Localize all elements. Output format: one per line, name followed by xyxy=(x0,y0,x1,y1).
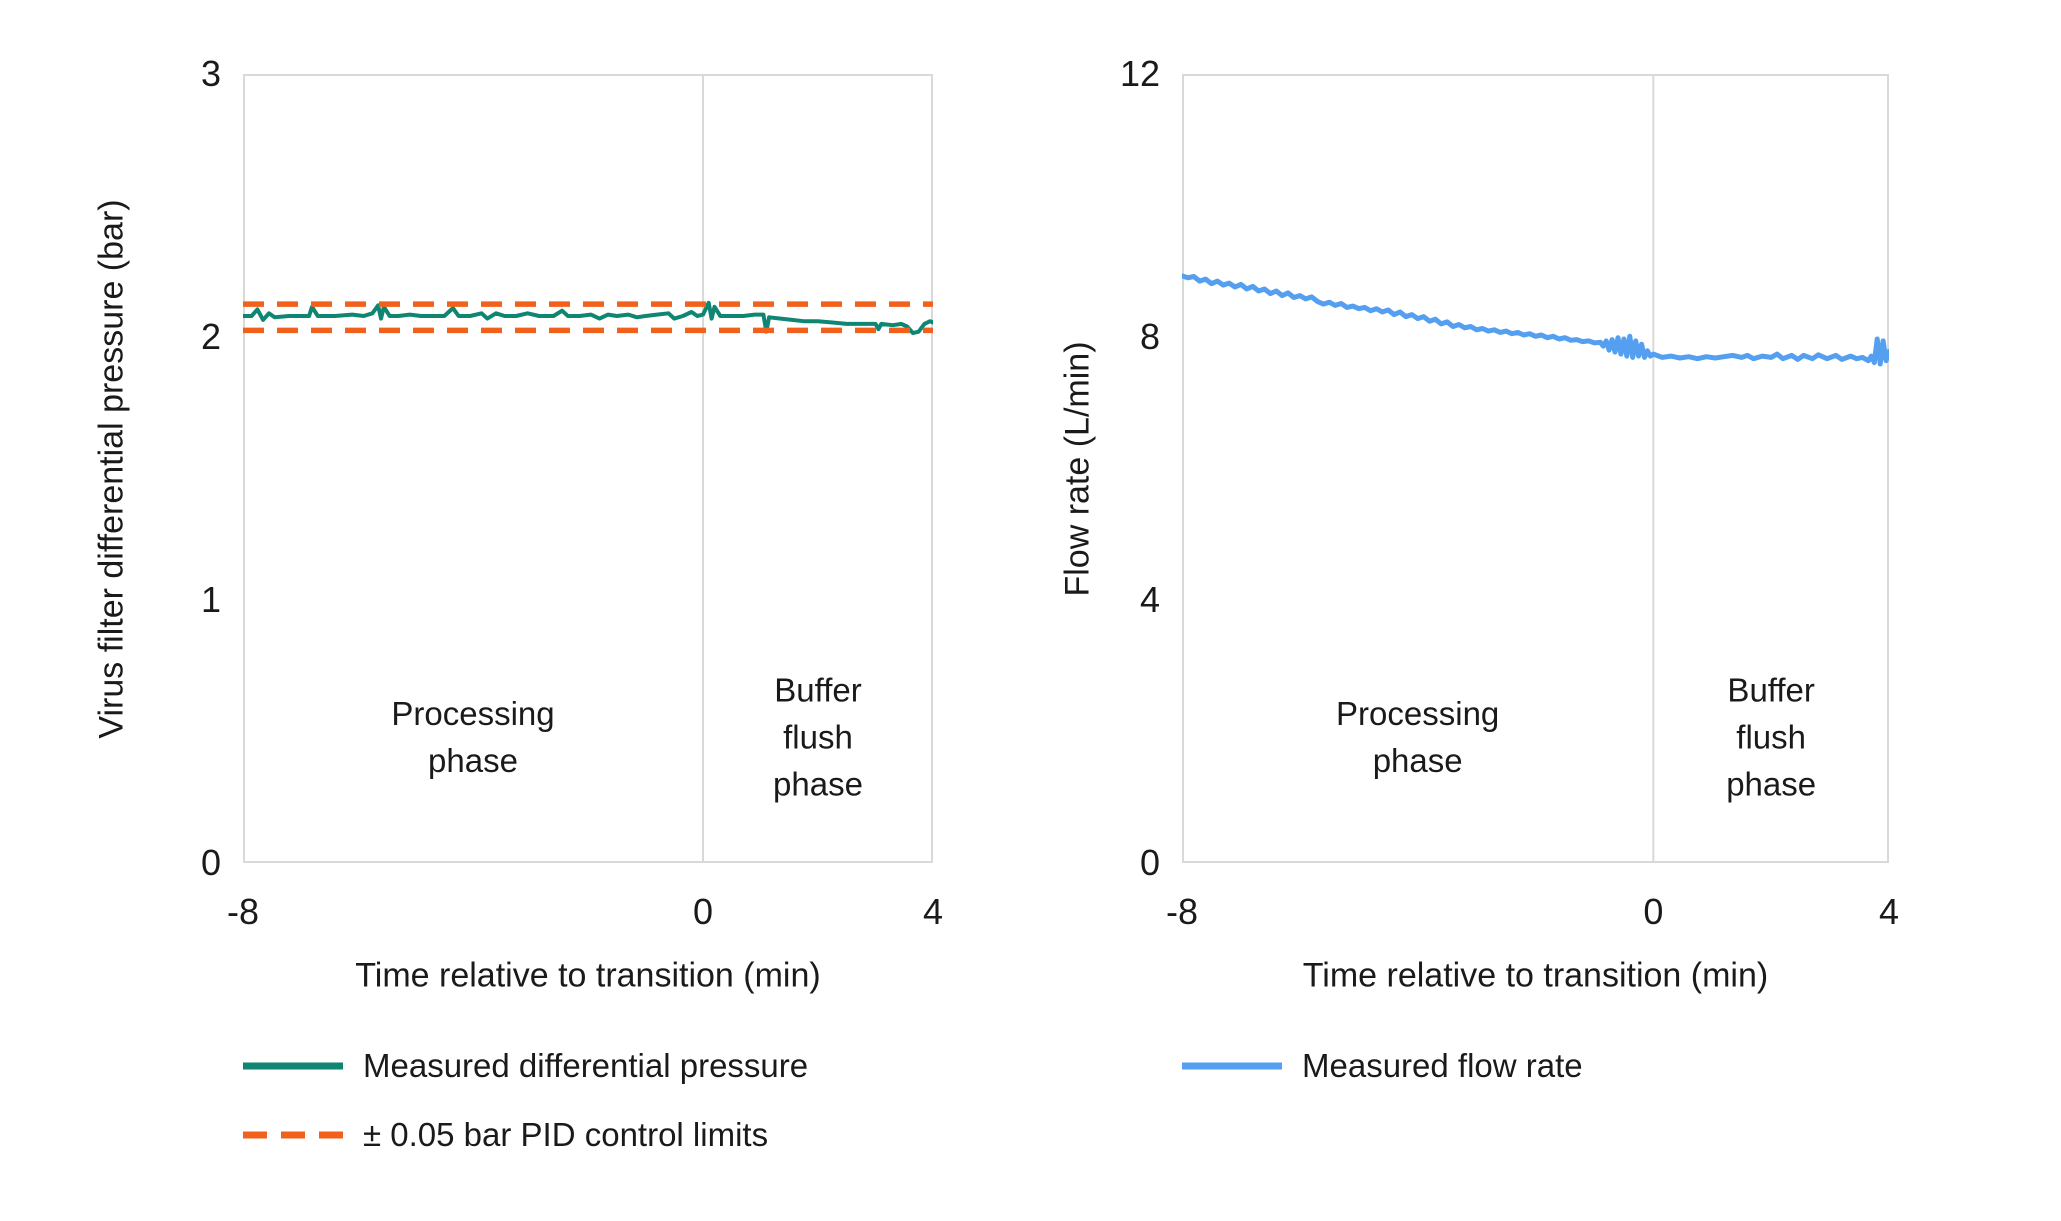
y-tick-label: 4 xyxy=(1139,579,1160,620)
legend-label: ± 0.05 bar PID control limits xyxy=(363,1116,769,1153)
legend-swatch xyxy=(243,1131,343,1139)
plot-frame xyxy=(243,74,933,863)
plot-area xyxy=(1182,74,1889,863)
series-line xyxy=(243,300,933,336)
y-tick-label: 0 xyxy=(1139,842,1160,883)
plot-area xyxy=(243,74,933,863)
y-tick-label: 0 xyxy=(200,842,221,883)
x-tick-label: 4 xyxy=(1878,891,1900,932)
phase-annotation: Processing phase xyxy=(391,694,555,779)
legend-label: Measured flow rate xyxy=(1302,1047,1583,1084)
x-tick-label: 0 xyxy=(1643,891,1664,932)
y-tick-label: 8 xyxy=(1139,316,1160,357)
y-tick-label: 1 xyxy=(200,579,221,620)
legend: Measured flow rate xyxy=(1182,1047,1583,1116)
legend: Measured differential pressure ± 0.05 bar… xyxy=(243,1047,808,1185)
legend-swatch xyxy=(243,1062,343,1070)
x-axis-title: Time relative to transition (min) xyxy=(355,956,821,995)
phase-annotation: Processing phase xyxy=(1336,694,1500,779)
x-tick-label: -8 xyxy=(1165,891,1199,932)
x-tick-label: 4 xyxy=(922,891,944,932)
phase-annotation: Buffer flush phase xyxy=(1726,671,1817,803)
y-axis-title-text: Flow rate (L/min) xyxy=(1058,340,1097,597)
y-tick-label: 12 xyxy=(1119,53,1160,94)
x-axis-title: Time relative to transition (min) xyxy=(1302,956,1769,995)
y-tick-label: 3 xyxy=(200,53,221,94)
x-tick-label: -8 xyxy=(226,891,260,932)
legend-item: Measured flow rate xyxy=(1182,1047,1583,1085)
x-tick-label: 0 xyxy=(692,891,714,932)
legend-item: Measured differential pressure xyxy=(243,1047,808,1085)
legend-swatch xyxy=(1182,1062,1282,1070)
legend-item: ± 0.05 bar PID control limits xyxy=(243,1116,808,1154)
legend-label: Measured differential pressure xyxy=(363,1047,809,1084)
phase-annotation: Buffer flush phase xyxy=(773,671,863,803)
plot-frame xyxy=(1182,74,1889,863)
y-tick-label: 2 xyxy=(200,316,221,357)
series-line xyxy=(1182,273,1889,367)
